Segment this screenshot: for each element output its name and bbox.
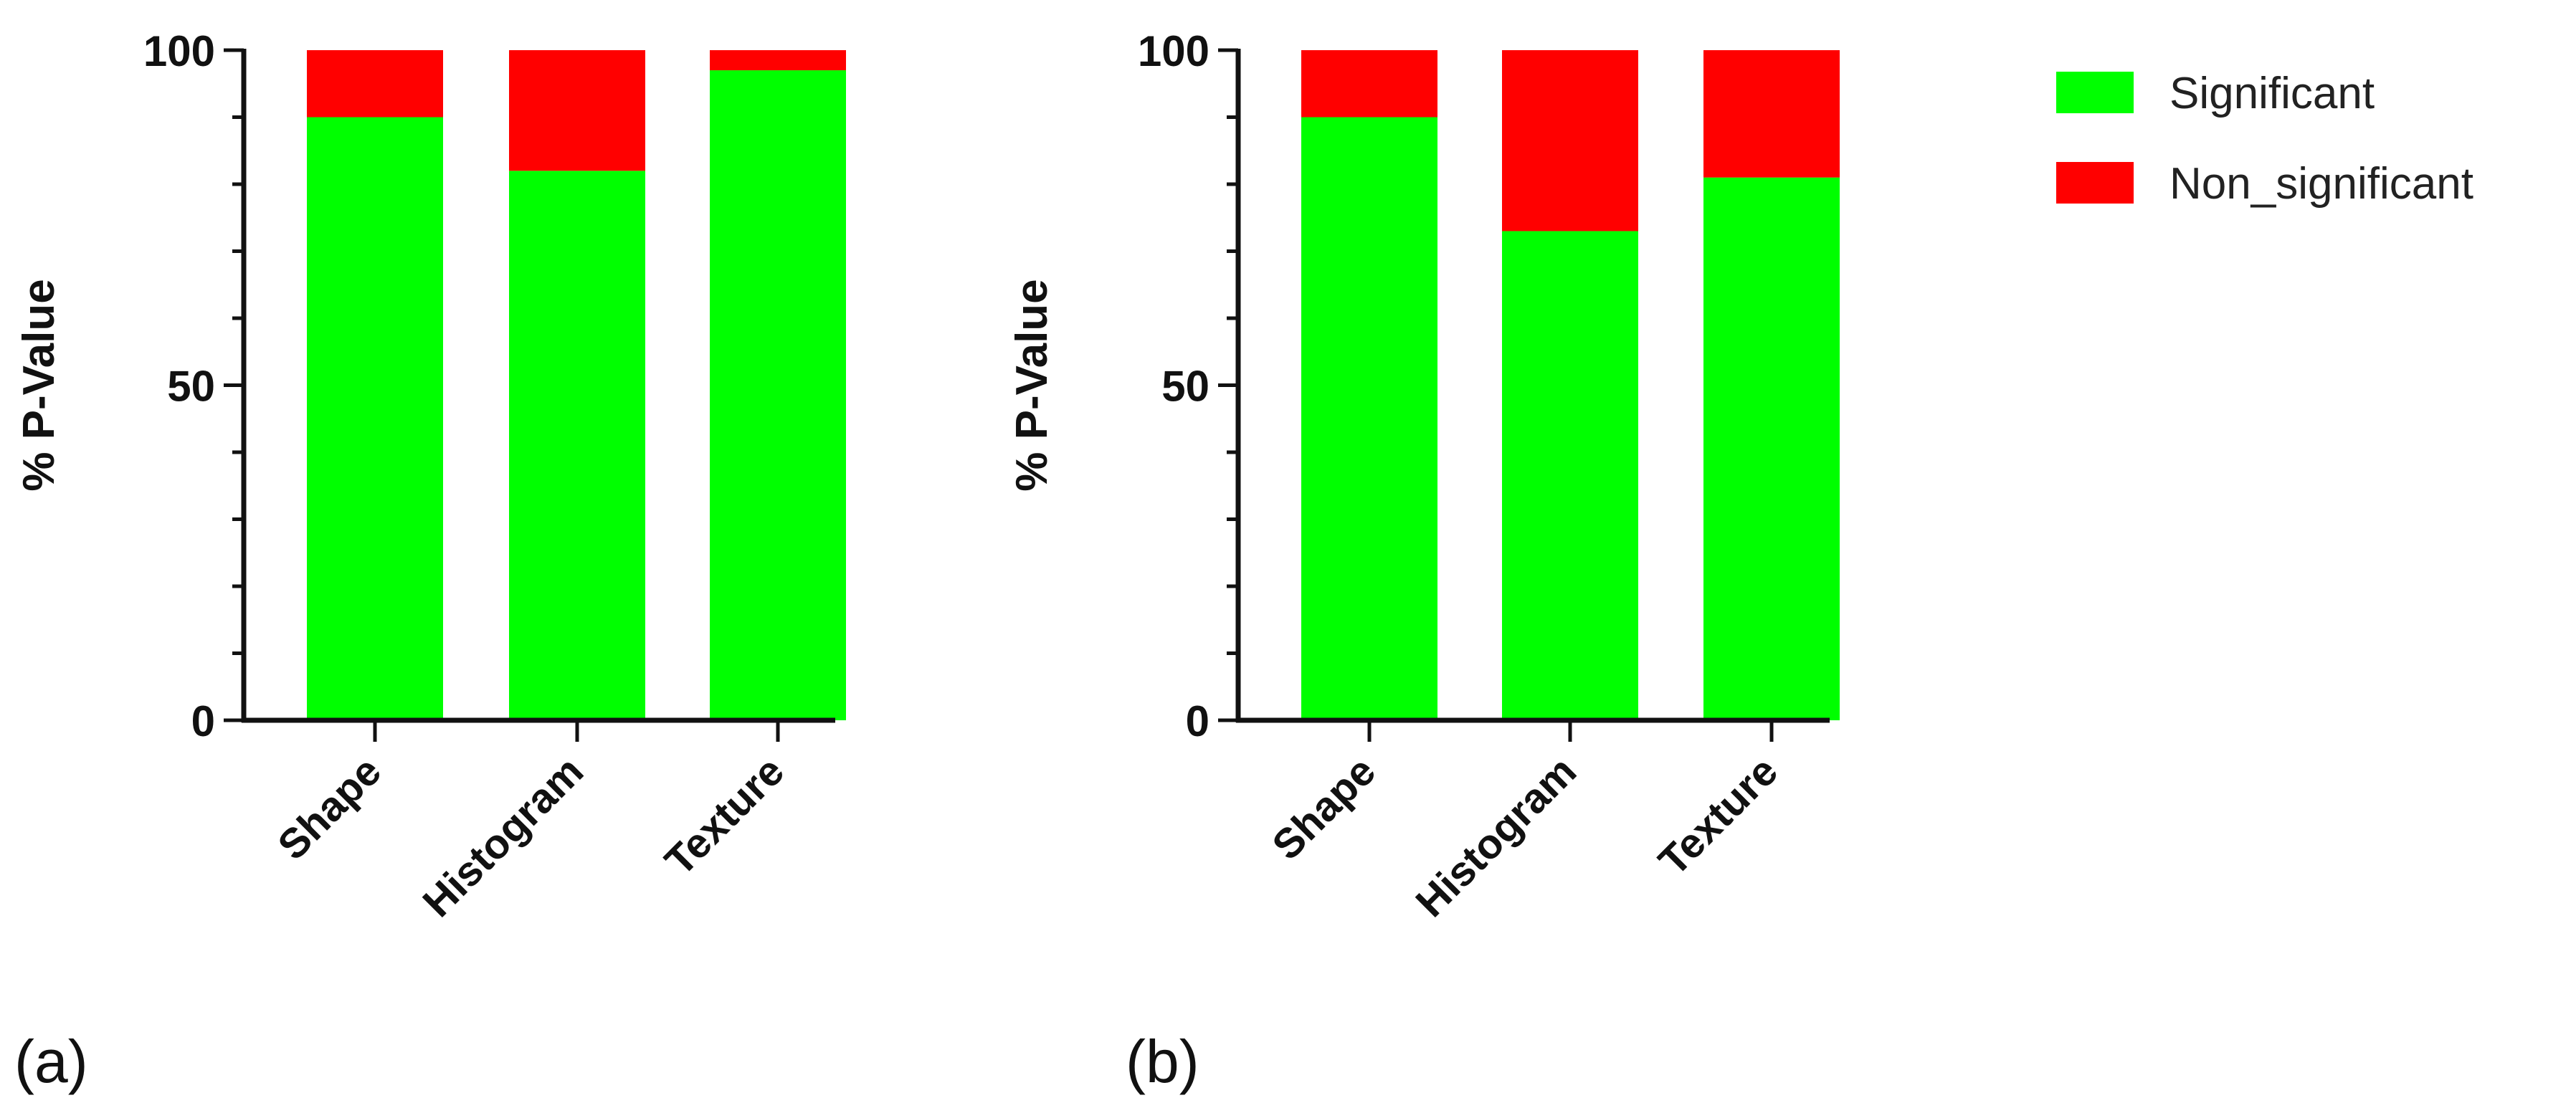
legend: Significant Non_significant xyxy=(2056,69,2473,209)
panel-b: 0 50 100 Shape Histogram Texture % P-Value (b) xyxy=(1007,27,1840,1095)
bar-texture-significant xyxy=(1703,177,1840,720)
bar-texture-non-significant xyxy=(1703,50,1840,178)
x-tick-label-texture: Texture xyxy=(656,748,793,884)
bar-shape-significant xyxy=(1301,117,1437,720)
bar-histogram-non-significant xyxy=(509,50,645,171)
legend-label-significant: Significant xyxy=(2169,69,2375,118)
panel-a: 0 50 100 Shape Histogram Texture % P-Value (a) xyxy=(14,27,846,1095)
x-tick-label-histogram: Histogram xyxy=(1407,748,1585,926)
y-tick-label: 0 xyxy=(191,697,215,745)
bar-histogram-significant xyxy=(1502,231,1638,720)
legend-swatch-significant xyxy=(2056,72,2134,113)
bar-texture-non-significant xyxy=(710,50,846,71)
y-tick-label: 100 xyxy=(143,27,215,75)
bar-histogram-non-significant xyxy=(1502,50,1638,231)
panel-label: (b) xyxy=(1126,1028,1199,1095)
x-tick-label-texture: Texture xyxy=(1650,748,1787,884)
legend-swatch-non-significant xyxy=(2056,162,2134,204)
panel-label: (a) xyxy=(14,1028,88,1095)
bar-texture-significant xyxy=(710,70,846,721)
y-tick-label: 0 xyxy=(1186,697,1209,745)
y-tick-label: 50 xyxy=(167,363,215,411)
y-tick-label: 100 xyxy=(1138,27,1209,75)
y-tick-label: 50 xyxy=(1161,363,1209,411)
legend-label-non-significant: Non_significant xyxy=(2169,159,2473,209)
x-tick-label-shape: Shape xyxy=(269,748,390,869)
y-axis-label: % P-Value xyxy=(14,279,64,491)
bar-shape-non-significant xyxy=(307,50,443,118)
bar-histogram-significant xyxy=(509,171,645,721)
x-tick-label-histogram: Histogram xyxy=(414,748,592,926)
x-tick-label-shape: Shape xyxy=(1263,748,1384,869)
bar-shape-non-significant xyxy=(1301,50,1437,118)
y-axis-label: % P-Value xyxy=(1007,279,1057,491)
bar-shape-significant xyxy=(307,117,443,720)
